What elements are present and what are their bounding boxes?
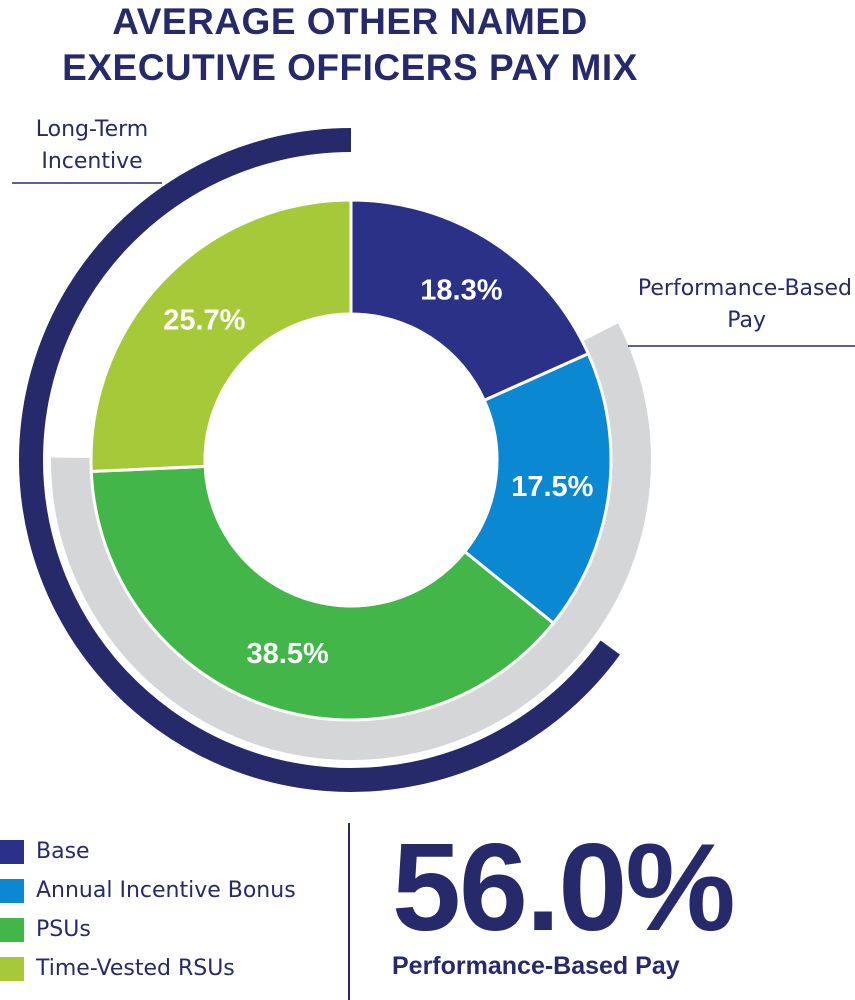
performance-based-pay-label-line-2: Pay <box>727 308 766 333</box>
legend-label-base: Base <box>36 839 90 864</box>
performance-based-pay-label: Performance-Based Pay <box>612 273 852 337</box>
slice-label-time-vested-rsus: 25.7% <box>163 305 245 337</box>
slice-label-psus: 38.5% <box>247 638 329 670</box>
legend-label-time-vested-rsus: Time-Vested RSUs <box>36 956 235 981</box>
long-term-incentive-label-line-2: Incentive <box>41 149 143 174</box>
slice-base <box>349 198 591 403</box>
legend-item-base: Base <box>0 832 296 871</box>
chart-legend: Base Annual Incentive Bonus PSUs Time-Ve… <box>0 832 296 988</box>
legend-label-annual-incentive-bonus: Annual Incentive Bonus <box>36 878 296 903</box>
performance-based-pay-label-line-1: Performance-Based <box>637 276 852 301</box>
legend-item-time-vested-rsus: Time-Vested RSUs <box>0 949 296 988</box>
performance-based-pay-ring <box>51 323 651 760</box>
legend-item-annual-incentive-bonus: Annual Incentive Bonus <box>0 871 296 910</box>
slice-annual-incentive-bonus <box>462 351 613 626</box>
legend-label-psus: PSUs <box>36 917 91 942</box>
legend-swatch-base <box>0 839 24 864</box>
legend-swatch-annual-incentive-bonus <box>0 878 24 903</box>
performance-based-pay-caption: Performance-Based Pay <box>392 952 680 980</box>
legend-swatch-psus <box>0 917 24 942</box>
slice-time-vested-rsus <box>89 198 353 473</box>
chart-title-line-1: AVERAGE OTHER NAMED <box>112 1 588 42</box>
long-term-incentive-label-line-1: Long-Term <box>35 117 149 142</box>
long-term-incentive-label: Long-Term Incentive <box>26 114 158 178</box>
chart-title-line-2: EXECUTIVE OFFICERS PAY MIX <box>62 47 638 88</box>
slice-label-annual-incentive-bonus: 17.5% <box>511 471 593 503</box>
slice-label-base: 18.3% <box>420 275 502 307</box>
slice-psus <box>89 464 556 722</box>
pay-mix-donut-chart: 18.3% 17.5% 38.5% 25.7% <box>12 128 855 792</box>
legend-callout-divider <box>348 823 350 1000</box>
legend-swatch-time-vested-rsus <box>0 956 24 981</box>
performance-based-pay-percentage: 56.0% <box>392 819 736 957</box>
long-term-incentive-ring <box>19 128 620 792</box>
legend-item-psus: PSUs <box>0 910 296 949</box>
